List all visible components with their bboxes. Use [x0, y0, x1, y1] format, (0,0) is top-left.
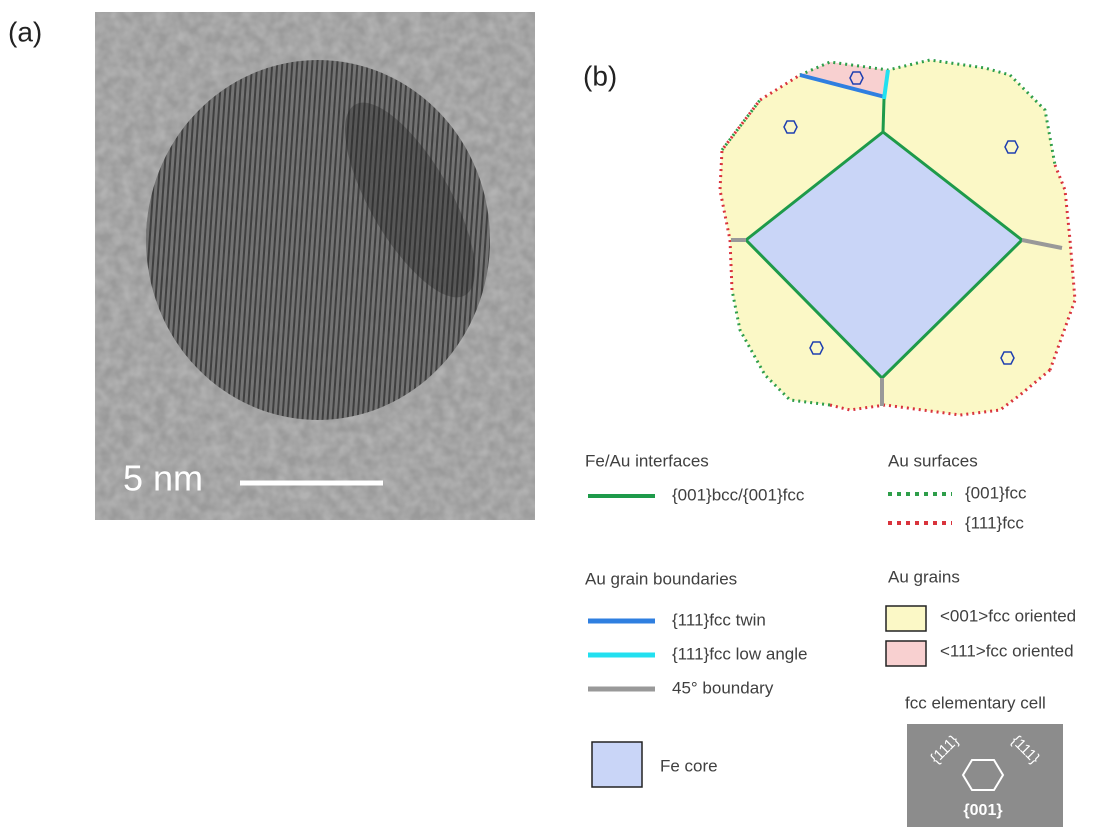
legend-title: fcc elementary cell	[905, 693, 1046, 712]
figure: (a) 5 nm (b) Fe/Au interface	[0, 0, 1119, 827]
legend-item: {111}fcc	[965, 513, 1024, 532]
legend-item: 45° boundary	[672, 678, 774, 697]
legend-title: Au grains	[888, 567, 960, 586]
particle-diagram	[720, 60, 1075, 415]
legend-item: <111>fcc oriented	[940, 641, 1074, 660]
tem-image: 5 nm	[95, 12, 535, 520]
legend-item: {111}fcc low angle	[672, 644, 807, 663]
legend-title: Au grain boundaries	[585, 569, 737, 588]
legend-title: Au surfaces	[888, 451, 978, 470]
panel-label: (b)	[583, 60, 617, 91]
legend: Fe/Au interfaces {001}bcc/{001}fcc Au su…	[585, 451, 1076, 827]
legend-item: Fe core	[660, 756, 718, 775]
cell-face: {001}	[963, 802, 1002, 819]
scale-bar-label: 5 nm	[123, 458, 203, 499]
legend-item: {111}fcc twin	[672, 610, 766, 629]
legend-item: {001}fcc	[965, 483, 1027, 502]
panel-label: (a)	[8, 16, 42, 47]
legend-item: {001}bcc/{001}fcc	[672, 485, 805, 504]
legend-title: Fe/Au interfaces	[585, 451, 709, 470]
legend-item: <001>fcc oriented	[940, 606, 1076, 625]
